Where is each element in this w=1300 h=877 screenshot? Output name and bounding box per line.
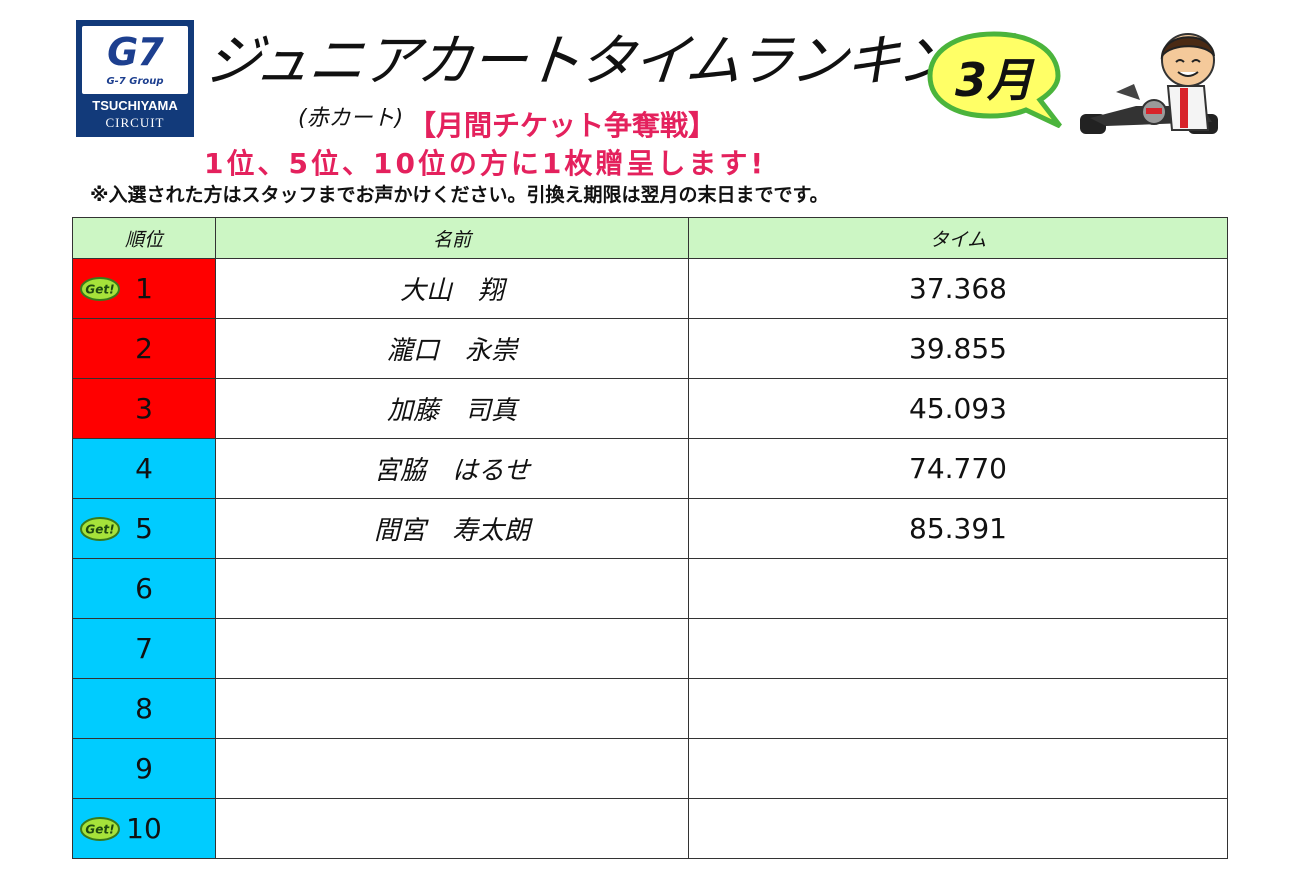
racer-name: 加藤 司真 bbox=[215, 378, 689, 439]
racer-name: 大山 翔 bbox=[215, 258, 689, 319]
table-header-row: 順位 名前 タイム bbox=[72, 217, 1228, 259]
rank-number: 1 bbox=[135, 272, 153, 305]
rank-number: 4 bbox=[135, 452, 153, 485]
table-row: 3 加藤 司真 45.093 bbox=[72, 378, 1228, 439]
kart-driver-mascot-icon bbox=[1076, 22, 1226, 140]
month-speech-bubble: 3月 bbox=[924, 28, 1064, 129]
rank-cell: 7 bbox=[72, 618, 216, 679]
racer-name: 瀧口 永崇 bbox=[215, 318, 689, 379]
rank-number: 6 bbox=[135, 572, 153, 605]
get-badge-icon: Get! bbox=[80, 516, 120, 541]
table-row: Get! 1 大山 翔 37.368 bbox=[72, 258, 1228, 319]
ranking-table: 順位 名前 タイム Get! 1 大山 翔 37.368 2 瀧口 永崇 39.855 3 加藤… bbox=[72, 217, 1228, 859]
rank-cell: 2 bbox=[72, 318, 216, 379]
table-row: 4 宮脇 はるせ 74.770 bbox=[72, 438, 1228, 499]
month-badge: 3月 bbox=[954, 53, 1033, 107]
rank-number: 8 bbox=[135, 692, 153, 725]
rank-number: 10 bbox=[126, 812, 162, 845]
page-title: ジュニアカートタイムランキング bbox=[201, 29, 1009, 94]
rank-cell: 8 bbox=[72, 678, 216, 739]
racer-name: 宮脇 はるせ bbox=[215, 438, 689, 499]
logo-group-text: G-7 Group bbox=[106, 76, 164, 87]
logo-mark-area: G7 G-7 Group bbox=[82, 26, 188, 94]
lap-time: 85.391 bbox=[688, 498, 1228, 559]
get-badge-label: Get! bbox=[85, 282, 114, 296]
rank-cell: Get! 1 bbox=[72, 258, 216, 319]
table-row: 9 bbox=[72, 738, 1228, 799]
lap-time: 37.368 bbox=[688, 258, 1228, 319]
rank-number: 2 bbox=[135, 332, 153, 365]
header-rank: 順位 bbox=[72, 217, 216, 259]
lap-time: 74.770 bbox=[688, 438, 1228, 499]
header-time: タイム bbox=[688, 217, 1228, 259]
logo-name-line2: CIRCUIT bbox=[105, 115, 165, 130]
racer-name bbox=[215, 798, 689, 859]
get-badge-label: Get! bbox=[85, 522, 114, 536]
rank-number: 9 bbox=[135, 752, 153, 785]
header-name: 名前 bbox=[215, 217, 689, 259]
rank-cell: 9 bbox=[72, 738, 216, 799]
get-badge-label: Get! bbox=[85, 822, 114, 836]
get-badge-icon: Get! bbox=[80, 816, 120, 841]
racer-name bbox=[215, 558, 689, 619]
rank-cell: 6 bbox=[72, 558, 216, 619]
table-row: Get! 5 間宮 寿太朗 85.391 bbox=[72, 498, 1228, 559]
rank-cell: Get! 10 bbox=[72, 798, 216, 859]
table-row: 6 bbox=[72, 558, 1228, 619]
speech-bubble-icon bbox=[927, 31, 1062, 129]
logo-name-line1: TSUCHIYAMA bbox=[92, 98, 178, 113]
lap-time bbox=[688, 618, 1228, 679]
lap-time bbox=[688, 678, 1228, 739]
logo-mark: G7 bbox=[107, 30, 164, 74]
table-row: 7 bbox=[72, 618, 1228, 679]
lap-time bbox=[688, 738, 1228, 799]
lap-time: 39.855 bbox=[688, 318, 1228, 379]
rank-number: 7 bbox=[135, 632, 153, 665]
table-row: 2 瀧口 永崇 39.855 bbox=[72, 318, 1228, 379]
redemption-note: ※入選された方はスタッフまでお声かけください。引換え期限は翌月の末日までです。 bbox=[90, 184, 829, 206]
prize-line: 1位、5位、10位の方に1枚贈呈します! bbox=[204, 147, 767, 180]
rank-cell: Get! 5 bbox=[72, 498, 216, 559]
racer-name: 間宮 寿太朗 bbox=[215, 498, 689, 559]
get-badge-icon: Get! bbox=[80, 276, 120, 301]
ticket-banner: 【月間チケット争奪戦】 bbox=[408, 109, 717, 142]
kart-category: (赤カート) bbox=[298, 106, 404, 131]
lap-time: 45.093 bbox=[688, 378, 1228, 439]
racer-name bbox=[215, 738, 689, 799]
table-row: 8 bbox=[72, 678, 1228, 739]
circuit-logo: G7 G-7 Group TSUCHIYAMA CIRCUIT bbox=[76, 20, 194, 137]
rank-number: 3 bbox=[135, 392, 153, 425]
rank-cell: 4 bbox=[72, 438, 216, 499]
rank-number: 5 bbox=[135, 512, 153, 545]
lap-time bbox=[688, 798, 1228, 859]
racer-name bbox=[215, 678, 689, 739]
table-row: Get! 10 bbox=[72, 798, 1228, 859]
lap-time bbox=[688, 558, 1228, 619]
racer-name bbox=[215, 618, 689, 679]
rank-cell: 3 bbox=[72, 378, 216, 439]
